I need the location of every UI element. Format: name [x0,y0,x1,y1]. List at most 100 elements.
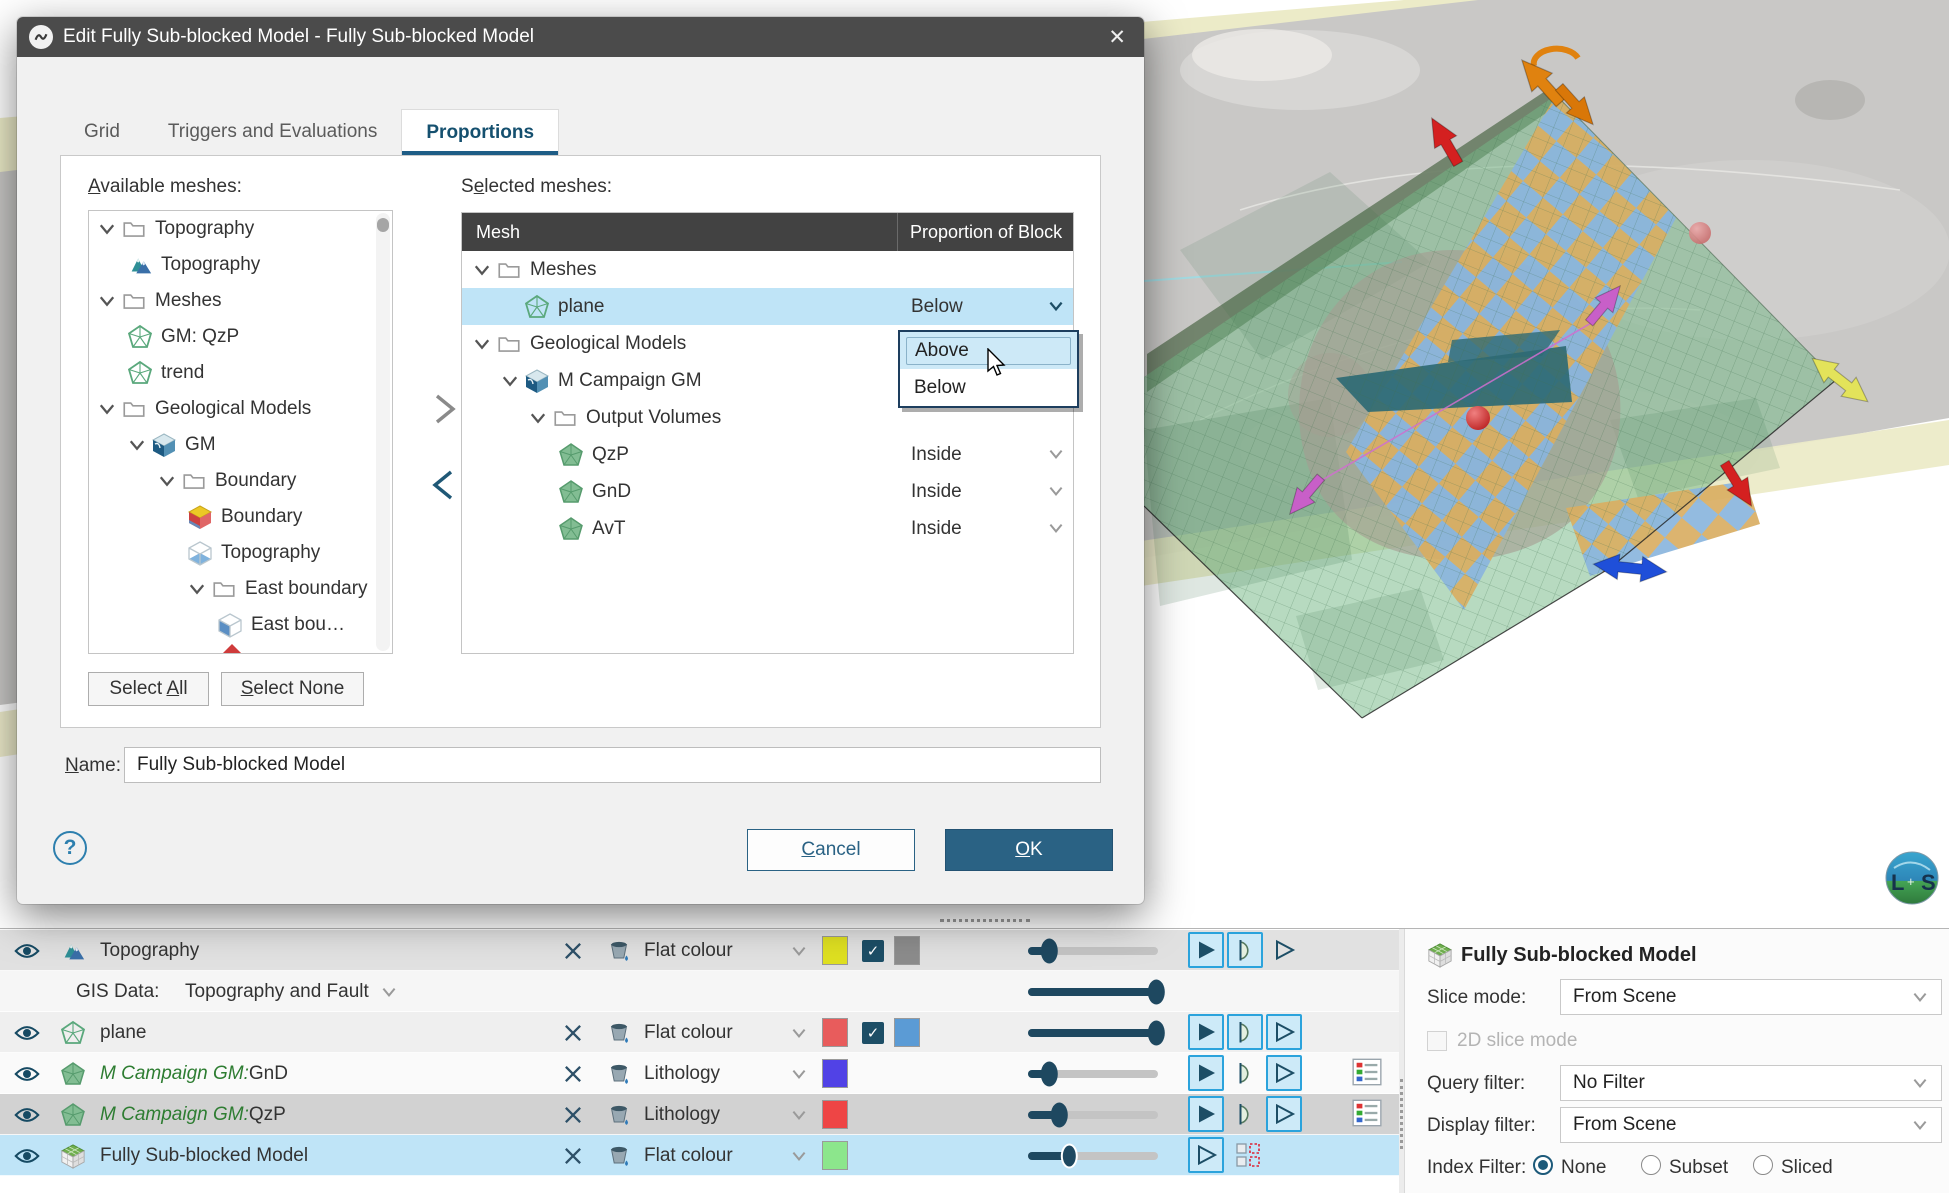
visibility-eye-icon[interactable] [14,940,40,962]
visibility-eye-icon[interactable] [14,1022,40,1044]
show-edges-button[interactable] [1188,1137,1224,1173]
selected-meshes-table[interactable]: Mesh Proportion of Block Meshes plane Be… [461,212,1074,654]
table-row-geological-models[interactable]: Geological Models [462,325,1073,362]
tree-item-trend[interactable]: trend [89,355,392,391]
chevron-down-icon[interactable] [97,219,117,239]
tree-item-boundary-folder[interactable]: Boundary [89,463,392,499]
chevron-down-icon[interactable] [528,408,548,428]
proportion-dropdown-avt[interactable]: Inside [897,510,1073,547]
radio-none[interactable] [1533,1155,1553,1175]
tab-triggers-and-evaluations[interactable]: Triggers and Evaluations [167,121,378,142]
show-edges-button[interactable] [1266,932,1302,968]
colour-chip[interactable] [822,936,848,965]
colouring-select[interactable]: Flat colour [644,939,733,961]
select-none-button[interactable]: Select None [221,672,364,706]
slider-thumb[interactable] [1041,938,1059,964]
colouring-select[interactable]: Flat colour [644,1144,733,1166]
table-row-qzp[interactable]: QzP Inside [462,436,1073,473]
chevron-down-icon[interactable] [786,1147,812,1165]
chevron-down-icon[interactable] [1047,482,1065,500]
tree-item-topography-folder[interactable]: Topography [89,211,392,247]
colouring-select[interactable]: Lithology [644,1103,721,1125]
chevron-down-icon[interactable] [97,291,117,311]
chevron-down-icon[interactable] [786,1065,812,1083]
rotation-handle-arc[interactable] [1530,45,1581,67]
colour-chip-2[interactable] [894,936,920,965]
show-faces-button[interactable] [1188,1096,1224,1132]
visibility-eye-icon[interactable] [14,1104,40,1126]
show-edges-button[interactable] [1266,1055,1302,1091]
gis-data-select[interactable]: Topography and Fault [185,980,369,1002]
chevron-down-icon[interactable] [1047,297,1065,315]
move-right-button[interactable] [427,392,461,426]
table-row-m-campaign-gm[interactable]: M Campaign GM [462,362,1073,399]
opacity-slider[interactable] [1028,1020,1165,1046]
control-sphere-red[interactable] [1466,406,1490,430]
opacity-slider[interactable] [1028,1061,1158,1087]
proportion-dropdown-plane[interactable]: Below [897,288,1073,325]
chevron-down-icon[interactable] [127,435,147,455]
move-left-button[interactable] [427,468,461,502]
remove-icon[interactable] [560,1104,586,1126]
chevron-down-icon[interactable] [472,260,492,280]
slider-thumb[interactable] [1147,979,1165,1005]
show-edges-button[interactable] [1266,1096,1302,1132]
visibility-eye-icon[interactable] [14,1145,40,1167]
show-faces-button[interactable] [1188,1055,1224,1091]
tree-item-gm-qzp[interactable]: GM: QzP [89,319,392,355]
name-input[interactable]: Fully Sub-blocked Model [124,747,1101,783]
opacity-slider[interactable] [1028,1143,1158,1169]
colour-chip[interactable] [822,1100,848,1129]
slice-clip-button[interactable] [1227,1055,1263,1091]
chevron-down-icon[interactable] [786,1106,812,1124]
chevron-down-icon[interactable] [97,399,117,419]
help-button[interactable]: ? [53,831,87,865]
tree-scrollbar[interactable] [376,213,390,651]
radio-subset[interactable] [1641,1155,1661,1175]
select-all-button[interactable]: Select All [88,672,209,706]
colour-chip[interactable] [822,1018,848,1047]
show-faces-button[interactable] [1188,932,1224,968]
tree-item-east-boundary-mesh[interactable]: East bou… [89,607,392,643]
2d-slice-mode-checkbox[interactable] [1427,1031,1447,1051]
tree-item-gm[interactable]: GM [89,427,392,463]
chevron-down-icon[interactable] [376,983,402,1001]
radio-sliced[interactable] [1753,1155,1773,1175]
table-row-plane-selected[interactable]: plane Below [462,288,1073,325]
slider-thumb[interactable] [1050,1102,1068,1128]
remove-icon[interactable] [560,940,586,962]
list-item-gnd[interactable]: M Campaign GM: GnD Lithology [0,1053,1399,1094]
slice-clip-button[interactable] [1227,932,1263,968]
slice-clip-button[interactable] [1227,1096,1263,1132]
slider-thumb[interactable] [1147,1020,1165,1046]
chevron-down-icon[interactable] [187,579,207,599]
cancel-button[interactable]: Cancel [747,829,915,871]
slider-thumb[interactable] [1041,1061,1059,1087]
chevron-down-icon[interactable] [157,471,177,491]
list-item-qzp[interactable]: M Campaign GM: QzP Lithology [0,1094,1399,1135]
colour-chip[interactable] [822,1141,848,1170]
legend-icon[interactable] [1352,1099,1382,1127]
colour-chip[interactable] [822,1059,848,1088]
chevron-down-icon[interactable] [1047,519,1065,537]
slice-clip-button[interactable] [1227,1014,1263,1050]
tree-item-topography-mesh[interactable]: Topography [89,247,392,283]
opacity-slider[interactable] [1028,1102,1158,1128]
display-filter-select[interactable]: From Scene [1560,1107,1942,1143]
dropdown-option-below[interactable]: Below [900,369,1077,406]
remove-icon[interactable] [560,1022,586,1044]
second-colour-checkbox[interactable] [862,940,884,962]
tab-proportions[interactable]: Proportions [401,109,560,155]
show-edges-button[interactable] [1266,1014,1302,1050]
ok-button[interactable]: OK [945,829,1113,871]
list-item-plane[interactable]: plane Flat colour [0,1012,1399,1053]
second-colour-checkbox[interactable] [862,1022,884,1044]
show-faces-button[interactable] [1188,1014,1224,1050]
chevron-down-icon[interactable] [786,1024,812,1042]
control-sphere-salmon[interactable] [1689,222,1711,244]
panel-splitter[interactable] [1399,929,1404,1193]
colouring-select[interactable]: Lithology [644,1062,721,1084]
chevron-down-icon[interactable] [786,942,812,960]
panel-resize-handle[interactable] [940,919,1030,927]
query-filter-select[interactable]: No Filter [1560,1065,1942,1101]
